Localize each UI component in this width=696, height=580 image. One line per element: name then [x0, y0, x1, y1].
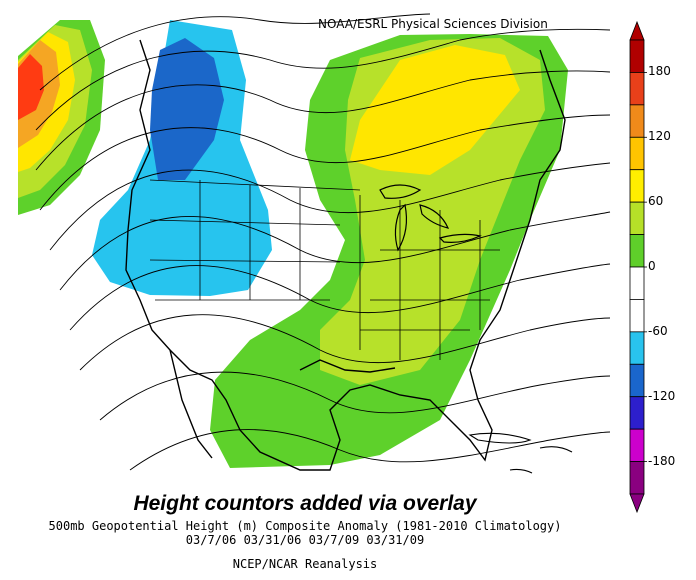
colorbar-tick-label: 120: [648, 129, 671, 144]
pacific-anomaly-strong: [18, 54, 44, 120]
colorbar-bottom-arrow: [629, 493, 645, 514]
positive-anomaly-mid: [350, 45, 520, 175]
boundary-lines: [149, 179, 500, 360]
colorbar-tick-label: 180: [648, 64, 671, 79]
height-contours: [35, 13, 611, 471]
continent-outline: [125, 39, 566, 471]
colorbar-segment: [629, 396, 645, 430]
credit-text: NOAA/ESRL Physical Sciences Division: [318, 17, 548, 31]
colorbar-tick-label: 60: [648, 194, 664, 209]
colorbar-segment: [629, 104, 645, 138]
great-lakes: [379, 184, 482, 252]
colorbar-tick-label: -120: [648, 388, 676, 403]
colorbar-segment: [629, 136, 645, 171]
colorbar-segment: [629, 331, 645, 365]
colorbar-segment: [629, 461, 645, 495]
colorbar: [629, 20, 647, 514]
colorbar-tick-label: 0: [648, 259, 656, 273]
colorbar-tick-label: -60: [648, 323, 668, 338]
colorbar-segment: [629, 234, 645, 268]
colorbar-segment: [629, 428, 645, 462]
negative-anomaly-mid: [150, 38, 224, 180]
colorbar-segment: [629, 299, 645, 333]
caption-line-2: 03/7/06 03/31/06 03/7/09 03/31/09: [185, 533, 425, 547]
colorbar-tick-label: -180: [648, 453, 676, 468]
colorbar-segment: [629, 169, 645, 203]
caption-line-1: 500mb Geopotential Height (m) Composite …: [48, 519, 562, 533]
colorbar-top-arrow: [629, 20, 645, 41]
colorbar-segment: [629, 363, 645, 398]
colorbar-segment: [629, 266, 645, 300]
colorbar-segment: [629, 39, 645, 73]
caption-line-3: NCEP/NCAR Reanalysis: [232, 557, 378, 571]
colorbar-segment: [629, 201, 645, 235]
overlay-title: Height countors added via overlay: [133, 492, 477, 515]
caribbean-islands: [468, 432, 573, 474]
colorbar-segment: [629, 72, 645, 106]
